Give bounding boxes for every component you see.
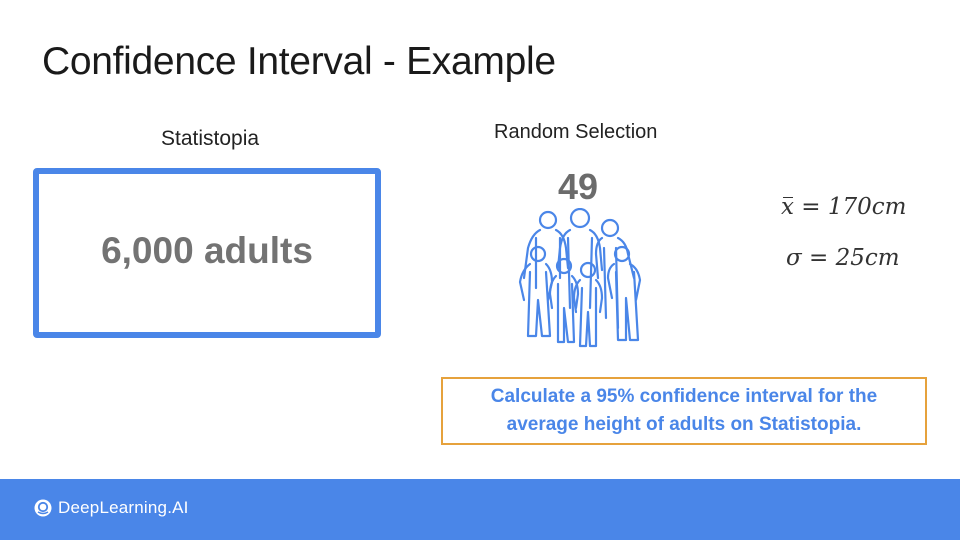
task-box: Calculate a 95% confidence interval for … xyxy=(441,377,927,445)
deeplearning-logo-icon xyxy=(34,499,52,517)
mean-symbol: x xyxy=(781,194,794,220)
task-line-2: average height of adults on Statistopia. xyxy=(507,414,862,435)
task-text: Calculate a 95% confidence interval for … xyxy=(464,383,904,439)
brand-logo: DeepLearning.AI xyxy=(34,498,189,518)
footer-bar: DeepLearning.AI xyxy=(0,479,960,540)
brand-name: DeepLearning.AI xyxy=(58,498,189,518)
sd-symbol: σ xyxy=(786,245,802,271)
task-line-1: Calculate a 95% confidence interval for … xyxy=(491,386,877,407)
population-size: 6,000 adults xyxy=(101,230,313,272)
slide-title: Confidence Interval - Example xyxy=(42,40,556,84)
sample-label: Random Selection xyxy=(494,121,657,144)
sample-sd: σ = 25cm xyxy=(786,245,900,271)
sd-value: = 25cm xyxy=(802,245,900,271)
mean-value: = 170cm xyxy=(794,194,906,220)
sample-mean: x = 170cm xyxy=(781,194,906,220)
people-group-icon xyxy=(518,208,642,353)
population-box: 6,000 adults xyxy=(33,168,381,338)
population-label: Statistopia xyxy=(161,127,259,151)
sample-count: 49 xyxy=(558,166,598,208)
